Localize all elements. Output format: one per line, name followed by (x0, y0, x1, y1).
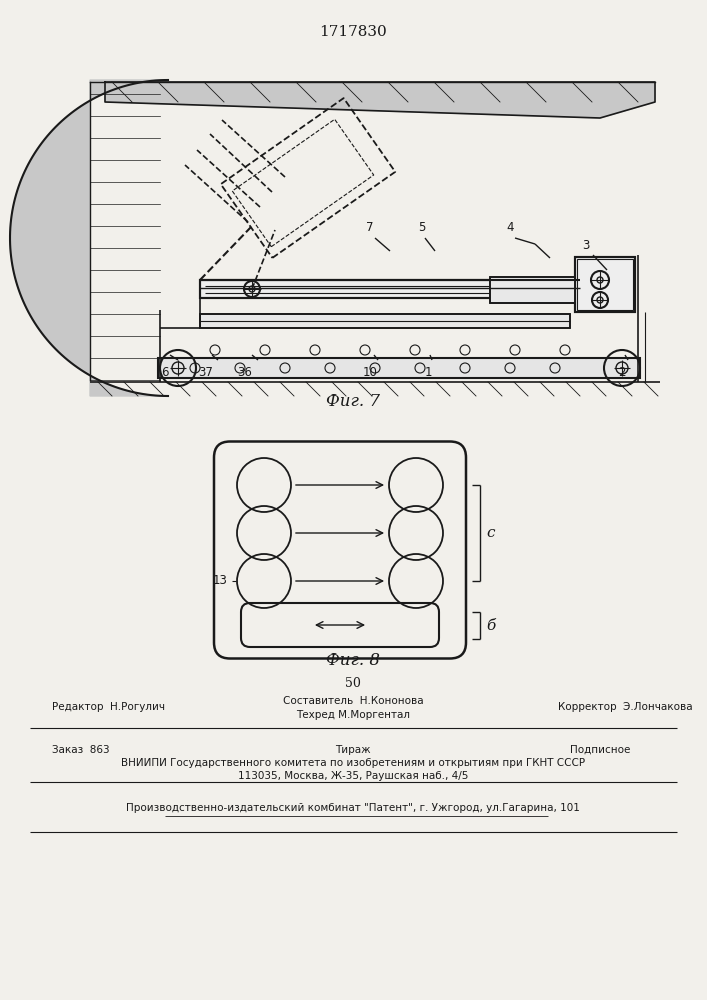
Bar (490, 277, 575, 303)
Text: ВНИИПИ Государственного комитета по изобретениям и открытиям при ГКНТ СССР: ВНИИПИ Государственного комитета по изоб… (121, 758, 585, 768)
Text: Тираж: Тираж (335, 745, 370, 755)
Text: c: c (486, 526, 494, 540)
Text: Подписное: Подписное (570, 745, 630, 755)
Text: б: б (486, 618, 495, 633)
Bar (158, 358, 640, 378)
Text: 13: 13 (213, 574, 228, 587)
Polygon shape (10, 80, 168, 396)
Bar (577, 259, 633, 310)
Text: Корректор  Э.Лончакова: Корректор Э.Лончакова (558, 702, 692, 712)
Text: 5: 5 (419, 221, 426, 234)
Text: Производственно-издательский комбинат "Патент", г. Ужгород, ул.Гагарина, 101: Производственно-издательский комбинат "П… (126, 803, 580, 813)
Text: 37: 37 (199, 366, 214, 379)
Text: Составитель  Н.Кононова: Составитель Н.Кононова (283, 696, 423, 706)
Text: Техред М.Моргентал: Техред М.Моргентал (296, 710, 410, 720)
Text: 4: 4 (506, 221, 514, 234)
Text: 50: 50 (345, 677, 361, 690)
Text: Заказ  863: Заказ 863 (52, 745, 110, 755)
Text: 7: 7 (366, 221, 374, 234)
Bar (200, 314, 570, 328)
Bar (200, 280, 625, 298)
Bar (575, 257, 635, 312)
Bar (158, 358, 640, 378)
Bar (200, 314, 570, 328)
Text: 2: 2 (618, 366, 626, 379)
Text: 3: 3 (583, 239, 590, 252)
Text: Редактор  Н.Рогулич: Редактор Н.Рогулич (52, 702, 165, 712)
Polygon shape (105, 82, 655, 118)
Text: 1: 1 (424, 366, 432, 379)
Text: Фиг. 8: Фиг. 8 (326, 652, 380, 669)
Text: 36: 36 (238, 366, 252, 379)
Bar (200, 280, 625, 298)
Bar (575, 257, 635, 312)
Text: 1717830: 1717830 (319, 25, 387, 39)
Text: 10: 10 (363, 366, 378, 379)
Text: 113035, Москва, Ж-35, Раушская наб., 4/5: 113035, Москва, Ж-35, Раушская наб., 4/5 (238, 771, 468, 781)
Text: 6: 6 (161, 366, 169, 379)
Text: Фиг. 7: Фиг. 7 (326, 393, 380, 410)
Bar (490, 277, 575, 303)
